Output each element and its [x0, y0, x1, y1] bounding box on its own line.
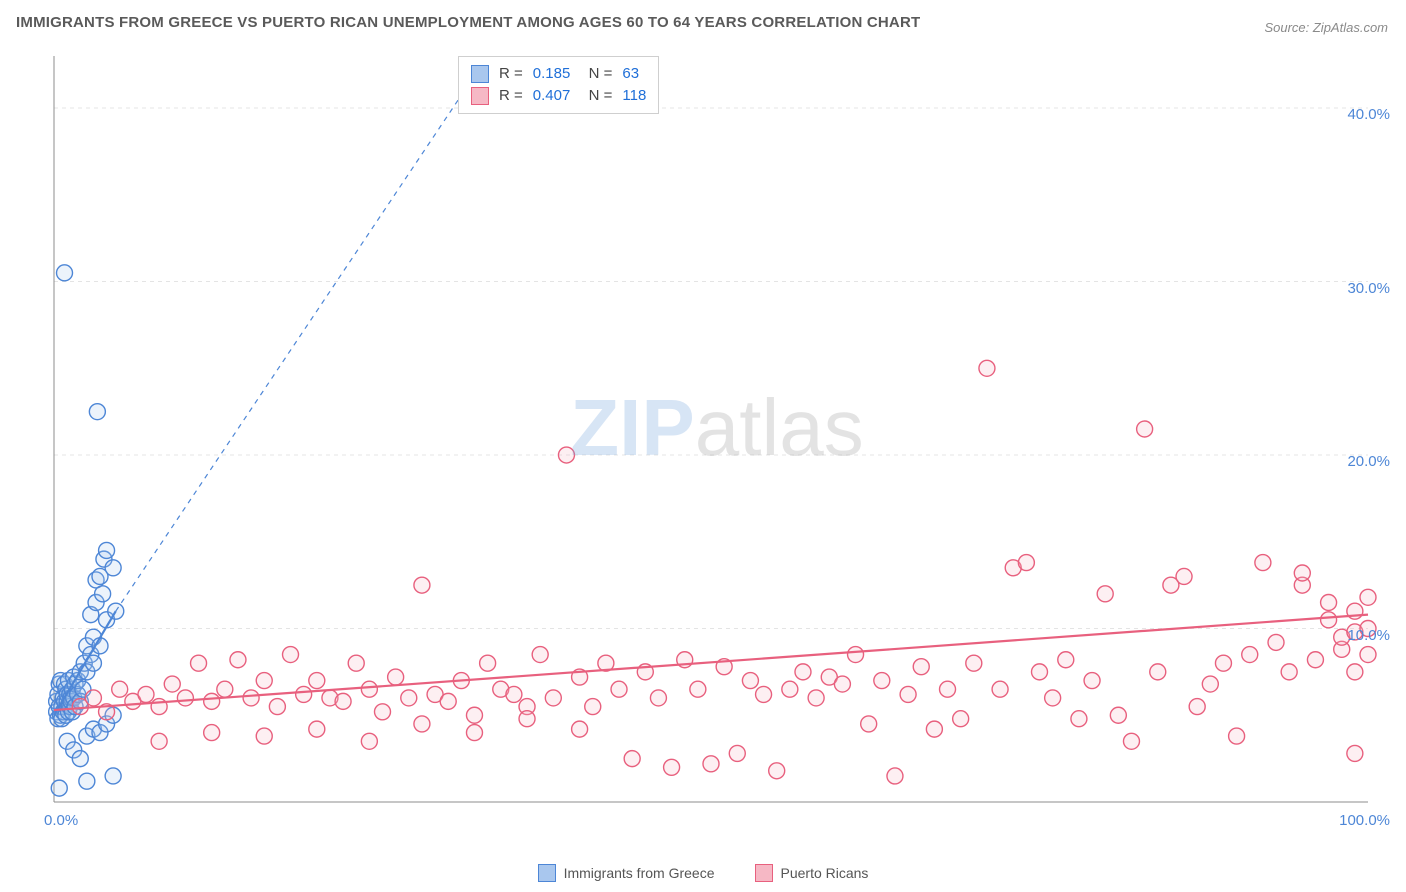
legend-r-label: R = — [499, 85, 523, 107]
legend-label-a: Immigrants from Greece — [564, 865, 715, 881]
chart-title: IMMIGRANTS FROM GREECE VS PUERTO RICAN U… — [16, 14, 920, 31]
legend-label-b: Puerto Ricans — [781, 865, 869, 881]
legend-item-a: Immigrants from Greece — [538, 864, 715, 882]
scatter-plot-svg — [48, 52, 1386, 836]
legend-r-label: R = — [499, 63, 523, 85]
correlation-chart: IMMIGRANTS FROM GREECE VS PUERTO RICAN U… — [0, 0, 1406, 892]
legend-r-value-a: 0.185 — [533, 63, 571, 85]
legend-n-value-b: 118 — [622, 85, 646, 107]
legend-row-series-a: R = 0.185 N = 63 — [471, 63, 646, 85]
x-tick-label: 100.0% — [1339, 812, 1390, 829]
source-attribution: Source: ZipAtlas.com — [1264, 20, 1388, 35]
x-tick-label: 0.0% — [44, 812, 78, 829]
legend-n-label: N = — [580, 85, 612, 107]
legend-item-b: Puerto Ricans — [755, 864, 869, 882]
y-tick-label: 40.0% — [1347, 106, 1390, 123]
legend-swatch-a — [471, 65, 489, 83]
y-tick-label: 10.0% — [1347, 627, 1390, 644]
legend-n-label: N = — [580, 63, 612, 85]
legend-r-value-b: 0.407 — [533, 85, 571, 107]
series-legend: Immigrants from Greece Puerto Ricans — [0, 864, 1406, 882]
correlation-legend: R = 0.185 N = 63 R = 0.407 N = 118 — [458, 56, 659, 114]
y-tick-label: 20.0% — [1347, 453, 1390, 470]
legend-swatch-b-icon — [755, 864, 773, 882]
legend-row-series-b: R = 0.407 N = 118 — [471, 85, 646, 107]
legend-swatch-b — [471, 87, 489, 105]
legend-n-value-a: 63 — [622, 63, 639, 85]
plot-area: ZIPatlas 10.0%20.0%30.0%40.0%0.0%100.0% — [48, 52, 1386, 836]
y-tick-label: 30.0% — [1347, 280, 1390, 297]
legend-swatch-a-icon — [538, 864, 556, 882]
